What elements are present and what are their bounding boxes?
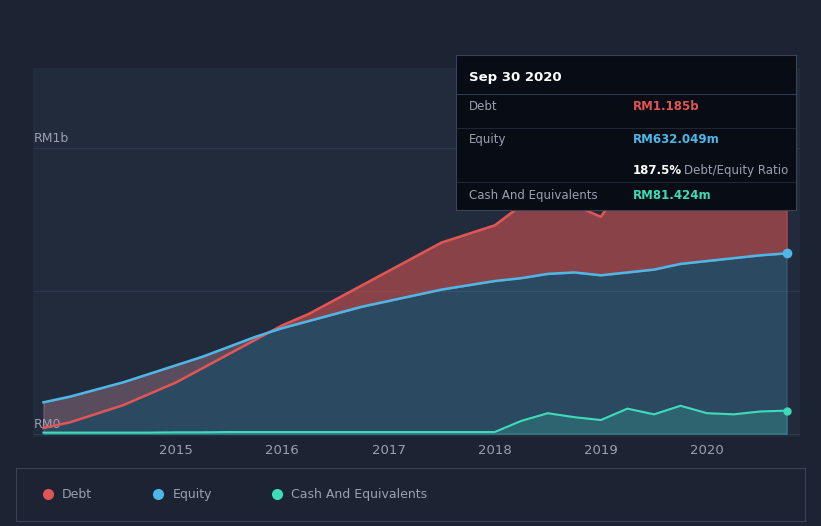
Text: Equity: Equity: [470, 133, 507, 146]
Text: Equity: Equity: [172, 488, 212, 501]
Text: RM632.049m: RM632.049m: [633, 133, 719, 146]
Text: Cash And Equivalents: Cash And Equivalents: [291, 488, 427, 501]
Text: Sep 30 2020: Sep 30 2020: [470, 71, 562, 84]
Text: RM1.185b: RM1.185b: [633, 100, 699, 113]
Text: Cash And Equivalents: Cash And Equivalents: [470, 189, 598, 201]
Text: Debt: Debt: [470, 100, 498, 113]
Text: Debt: Debt: [62, 488, 92, 501]
Text: Debt/Equity Ratio: Debt/Equity Ratio: [684, 164, 788, 177]
Text: RM0: RM0: [34, 418, 62, 431]
Text: 187.5%: 187.5%: [633, 164, 682, 177]
Text: RM81.424m: RM81.424m: [633, 189, 712, 201]
Text: RM1b: RM1b: [34, 133, 69, 146]
